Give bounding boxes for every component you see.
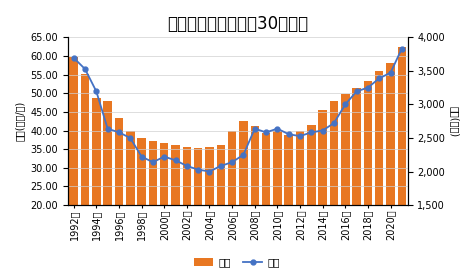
Bar xyxy=(92,98,100,277)
Title: 首都圈中古マンショ30年推移: 首都圈中古マンショ30年推移 xyxy=(167,15,308,33)
Bar xyxy=(126,131,135,277)
Bar xyxy=(341,94,349,277)
Bar xyxy=(273,131,282,277)
Bar xyxy=(307,125,316,277)
単価 xyxy=(320,129,326,132)
Bar xyxy=(171,145,180,277)
Bar xyxy=(364,81,372,277)
Bar xyxy=(194,148,202,277)
Bar xyxy=(352,88,361,277)
Bar xyxy=(160,143,168,277)
単価 xyxy=(309,131,314,134)
単価 xyxy=(82,67,88,71)
単価 xyxy=(365,86,371,89)
Bar xyxy=(250,126,259,277)
単価 xyxy=(286,133,292,136)
単価 xyxy=(128,136,133,140)
単価 xyxy=(388,71,393,75)
Bar xyxy=(284,135,293,277)
Bar xyxy=(375,71,383,277)
単価 xyxy=(342,103,348,106)
単価 xyxy=(195,168,201,171)
Line: 単価: 単価 xyxy=(71,46,404,174)
単価 xyxy=(93,90,99,93)
単価 xyxy=(229,161,235,164)
Bar xyxy=(205,147,214,277)
単価 xyxy=(150,161,156,164)
単価 xyxy=(376,77,382,80)
Legend: 価格, 単価: 価格, 単価 xyxy=(190,253,284,272)
Y-axis label: 価格(万円): 価格(万円) xyxy=(449,106,459,137)
Bar xyxy=(228,131,237,277)
Bar xyxy=(262,133,270,277)
単価 xyxy=(184,164,190,168)
単価 xyxy=(354,90,359,93)
単価 xyxy=(71,56,76,60)
単価 xyxy=(139,155,145,158)
Bar xyxy=(330,101,338,277)
単価 xyxy=(263,131,269,134)
Bar xyxy=(149,141,157,277)
単価 xyxy=(218,164,224,168)
Bar xyxy=(81,74,89,277)
単価 xyxy=(252,127,257,130)
Bar xyxy=(239,121,248,277)
Bar xyxy=(137,138,146,277)
Y-axis label: 単価(万円/㎡): 単価(万円/㎡) xyxy=(15,101,25,141)
単価 xyxy=(105,127,110,130)
Bar xyxy=(296,131,304,277)
Bar xyxy=(319,110,327,277)
単価 xyxy=(116,131,122,134)
Bar xyxy=(398,47,406,277)
単価 xyxy=(331,121,337,125)
単価 xyxy=(399,47,405,50)
単価 xyxy=(161,155,167,158)
単価 xyxy=(173,159,178,162)
Bar xyxy=(182,147,191,277)
単価 xyxy=(297,134,303,138)
Bar xyxy=(115,118,123,277)
Bar xyxy=(217,145,225,277)
Bar xyxy=(103,101,112,277)
Bar xyxy=(386,63,395,277)
Bar xyxy=(70,57,78,277)
単価 xyxy=(241,153,246,157)
単価 xyxy=(207,170,212,173)
単価 xyxy=(274,127,280,130)
